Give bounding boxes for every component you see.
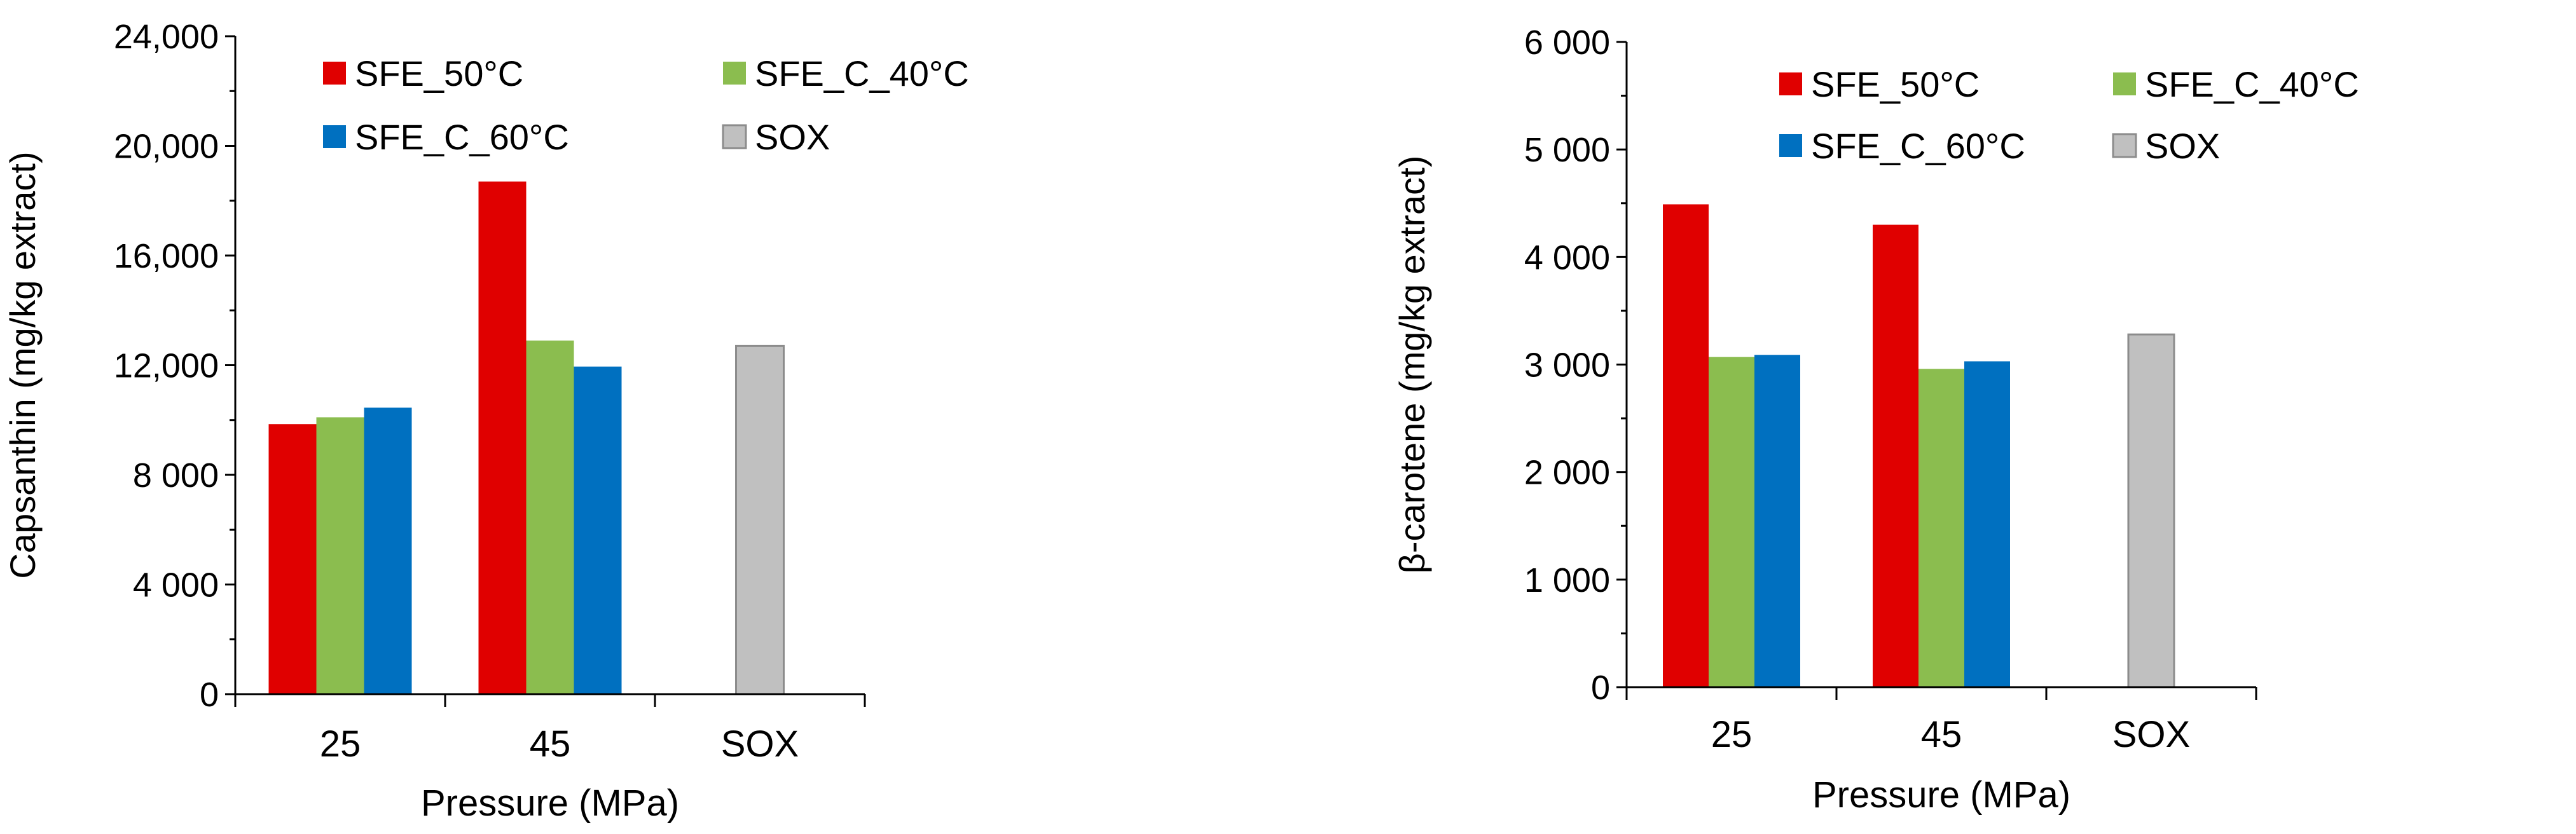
x-tick-label: 45 (530, 723, 571, 765)
bar-sfe-c-60-c-25 (1754, 355, 1800, 687)
y-tick-label: 2 000 (1524, 454, 1610, 492)
x-tick-label: 25 (320, 723, 361, 765)
bar-sfe-c-40-c-45 (1918, 369, 1964, 687)
x-axis-title: Pressure (MPa) (1812, 774, 2070, 816)
y-tick-label: 1 000 (1524, 561, 1610, 599)
y-axis-title: β-carotene (mg/kg extract) (1392, 156, 1432, 574)
y-tick-label: 24,000 (114, 18, 219, 56)
legend: SFE_50°C SFE_C_40°C SFE_C_60°C SOX (1779, 64, 2359, 166)
x-tick-label: SOX (2112, 714, 2191, 755)
legend-label: SFE_C_40°C (2145, 64, 2359, 104)
legend-swatch (323, 62, 346, 85)
x-tick-label: SOX (721, 723, 799, 765)
y-tick-label: 8 000 (133, 456, 219, 495)
bar-sfe-50-c-45 (1873, 224, 1918, 687)
legend-swatch (323, 125, 346, 148)
bar-sox-sox (735, 345, 785, 695)
legend-swatch (2113, 72, 2136, 95)
y-tick-label: 4 000 (133, 566, 219, 605)
legend-swatch (2112, 133, 2137, 158)
legend-label: SFE_C_60°C (355, 117, 569, 157)
bar-sfe-50-c-45 (478, 181, 527, 694)
bar-sfe-c-40-c-45 (526, 340, 574, 694)
bar-sfe-c-40-c-25 (1709, 357, 1754, 687)
y-axis-title: Capsanthin (mg/kg extract) (3, 151, 43, 578)
y-tick-label: 4 000 (1524, 238, 1610, 277)
x-tick-label: 25 (1711, 714, 1753, 755)
legend-label: SOX (755, 117, 830, 157)
bar-sfe-c-40-c-25 (316, 417, 364, 694)
legend-label: SFE_50°C (1811, 64, 1980, 104)
legend-swatch (1779, 134, 1802, 157)
legend-label: SFE_C_60°C (1811, 126, 2025, 166)
y-tick-label: 6 000 (1524, 24, 1610, 62)
bar-sfe-c-60-c-25 (364, 407, 412, 694)
y-tick-label: 20,000 (114, 128, 219, 166)
chart-1: 0 4 000 8 000 12,000 16,000 20,000 24,000 25 45 S… (3, 18, 969, 824)
y-tick-label: 12,000 (114, 347, 219, 385)
legend-label: SFE_C_40°C (755, 53, 969, 93)
chart-2: 0 1 000 2 000 3 000 4 000 5 000 6 000 25 45 SOX Pr… (1392, 24, 2359, 816)
y-tick-label: 0 (200, 676, 219, 714)
legend: SFE_50°C SFE_C_40°C SFE_C_60°C SOX (323, 53, 969, 157)
legend-swatch (1779, 72, 1802, 95)
bar-sfe-50-c-25 (268, 424, 317, 694)
legend-label: SFE_50°C (355, 53, 523, 93)
y-tick-label: 5 000 (1524, 131, 1610, 169)
legend-label: SOX (2145, 126, 2220, 166)
y-tick-label: 16,000 (114, 237, 219, 275)
x-tick-label: 45 (1921, 714, 1962, 755)
y-tick-label: 0 (1591, 669, 1610, 707)
bar-sfe-c-60-c-45 (574, 366, 622, 694)
bar-sox-sox (2127, 333, 2175, 688)
bar-sfe-50-c-25 (1663, 204, 1709, 688)
legend-swatch (722, 124, 747, 149)
legend-swatch (723, 62, 746, 85)
x-axis-title: Pressure (MPa) (421, 783, 679, 824)
bar-sfe-c-60-c-45 (1964, 361, 2010, 687)
y-tick-label: 3 000 (1524, 346, 1610, 385)
